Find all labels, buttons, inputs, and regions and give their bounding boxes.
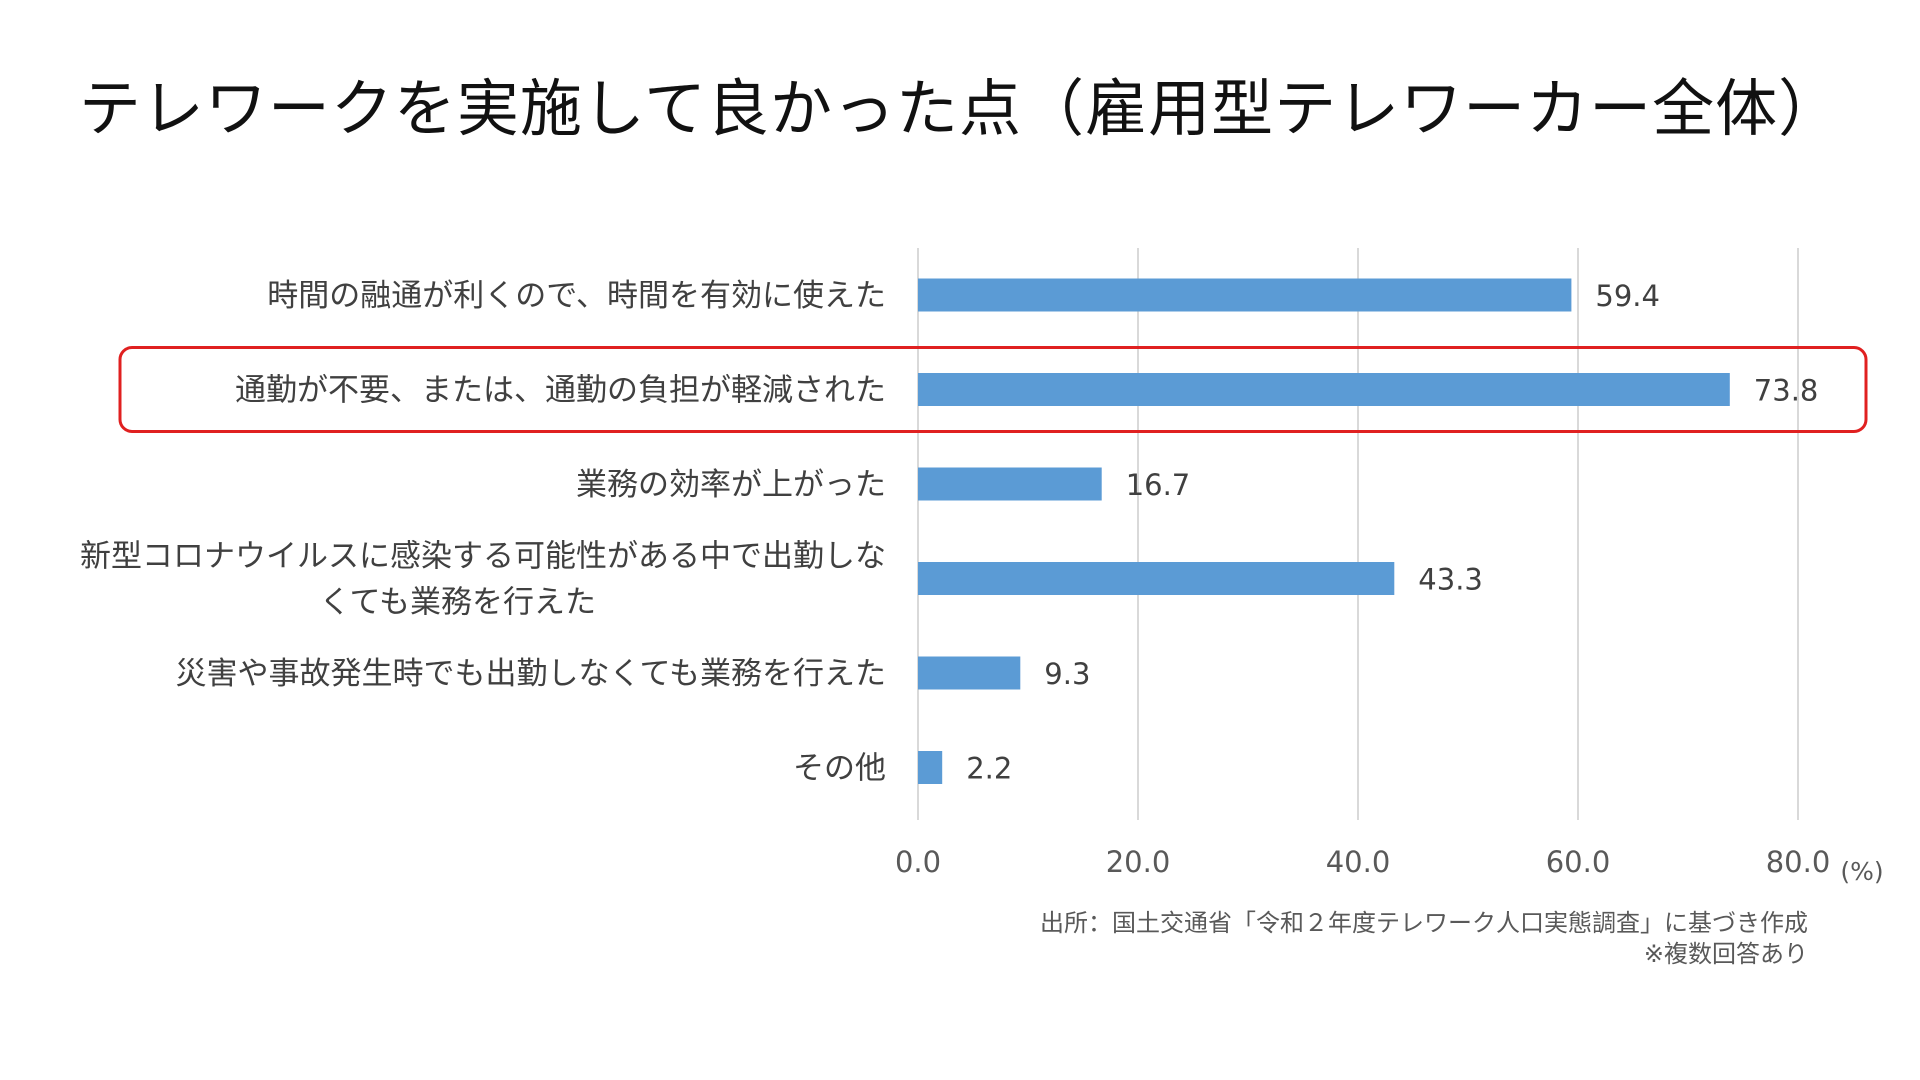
category-label: 時間の融通が利くので、時間を有効に使えた (267, 278, 886, 314)
category-label: くても業務を行えた (319, 585, 596, 621)
bar-value-label: 43.3 (1418, 563, 1483, 597)
source-note: 出所：国土交通省「令和２年度テレワーク人口実態調査」に基づき作成 (1040, 909, 1808, 937)
x-tick-label: 0.0 (895, 845, 941, 879)
bar (918, 278, 1572, 312)
bar-value-label: 73.8 (1754, 374, 1819, 408)
bar (918, 562, 1395, 595)
x-tick-label: 20.0 (1106, 845, 1171, 879)
bar-value-label: 59.4 (1595, 279, 1660, 313)
multiple-answer-note: ※複数回答あり (1643, 940, 1808, 968)
category-label: その他 (793, 751, 886, 787)
bar (918, 751, 943, 784)
x-tick-label: 40.0 (1326, 845, 1391, 879)
bar-value-label: 2.2 (966, 752, 1012, 786)
bar-value-label: 9.3 (1044, 657, 1090, 691)
page-title: テレワークを実施して良かった点（雇用型テレワーカー全体） (78, 72, 1842, 145)
x-axis-unit: (%) (1840, 857, 1883, 886)
x-tick-label: 80.0 (1766, 845, 1831, 879)
bar (918, 373, 1730, 406)
bar-value-label: 16.7 (1126, 468, 1191, 502)
bar (918, 467, 1102, 501)
category-label: 新型コロナウイルスに感染する可能性がある中で出勤しな (80, 539, 886, 575)
x-tick-label: 60.0 (1546, 845, 1611, 879)
category-label: 災害や事故発生時でも出勤しなくても業務を行えた (175, 656, 886, 692)
highlight-box (118, 346, 1868, 433)
category-label: 通勤が不要、または、通勤の負担が軽減された (235, 373, 886, 409)
category-label: 業務の効率が上がった (576, 467, 886, 503)
bar (918, 656, 1021, 690)
